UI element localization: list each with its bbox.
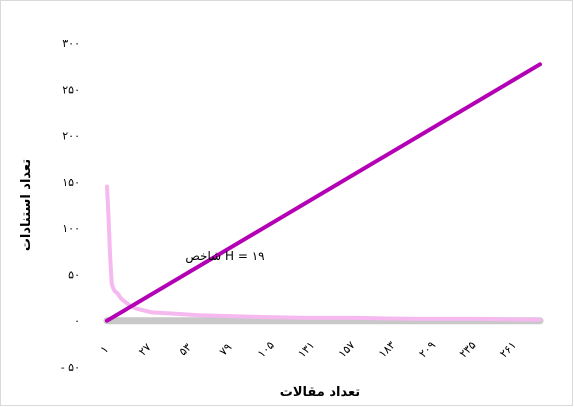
x-tick-label: ۵۳ [176, 341, 194, 359]
h-index-line [107, 64, 540, 320]
x-tick-label: ۱۰۵ [255, 339, 277, 361]
x-tick-label: ۱۸۳ [376, 339, 398, 361]
citations-curve [107, 187, 540, 320]
x-tick-label: ۲۳۵ [457, 339, 479, 361]
y-tick-label: ۰ [74, 315, 80, 328]
y-tick-label: ۱۰۰ [62, 222, 80, 235]
y-tick-label: ۲۰۰ [62, 130, 80, 143]
x-tick-label: ۱۳۱ [295, 339, 317, 361]
x-tick-label: ۱۵۷ [336, 339, 358, 361]
y-tick-label: - ۵۰ [61, 361, 80, 374]
x-tick-label: ۲۶۱ [497, 339, 519, 361]
y-axis-title: تعداد استنادات [19, 159, 34, 251]
y-tick-label: ۲۵۰ [62, 83, 80, 96]
x-tick-label: ۱ [98, 343, 111, 356]
x-axis-title: تعداد مقالات [280, 385, 360, 400]
h-index-annotation: شاخص H = ۱۹ [185, 249, 264, 264]
x-tick-label: ۲۷ [136, 341, 154, 359]
y-tick-label: ۱۵۰ [62, 176, 80, 189]
y-tick-label: ۳۰۰ [62, 37, 80, 50]
x-tick-label: ۲۰۹ [416, 339, 438, 361]
x-tick-label: ۷۹ [217, 341, 235, 359]
y-tick-label: ۵۰ [68, 268, 80, 281]
